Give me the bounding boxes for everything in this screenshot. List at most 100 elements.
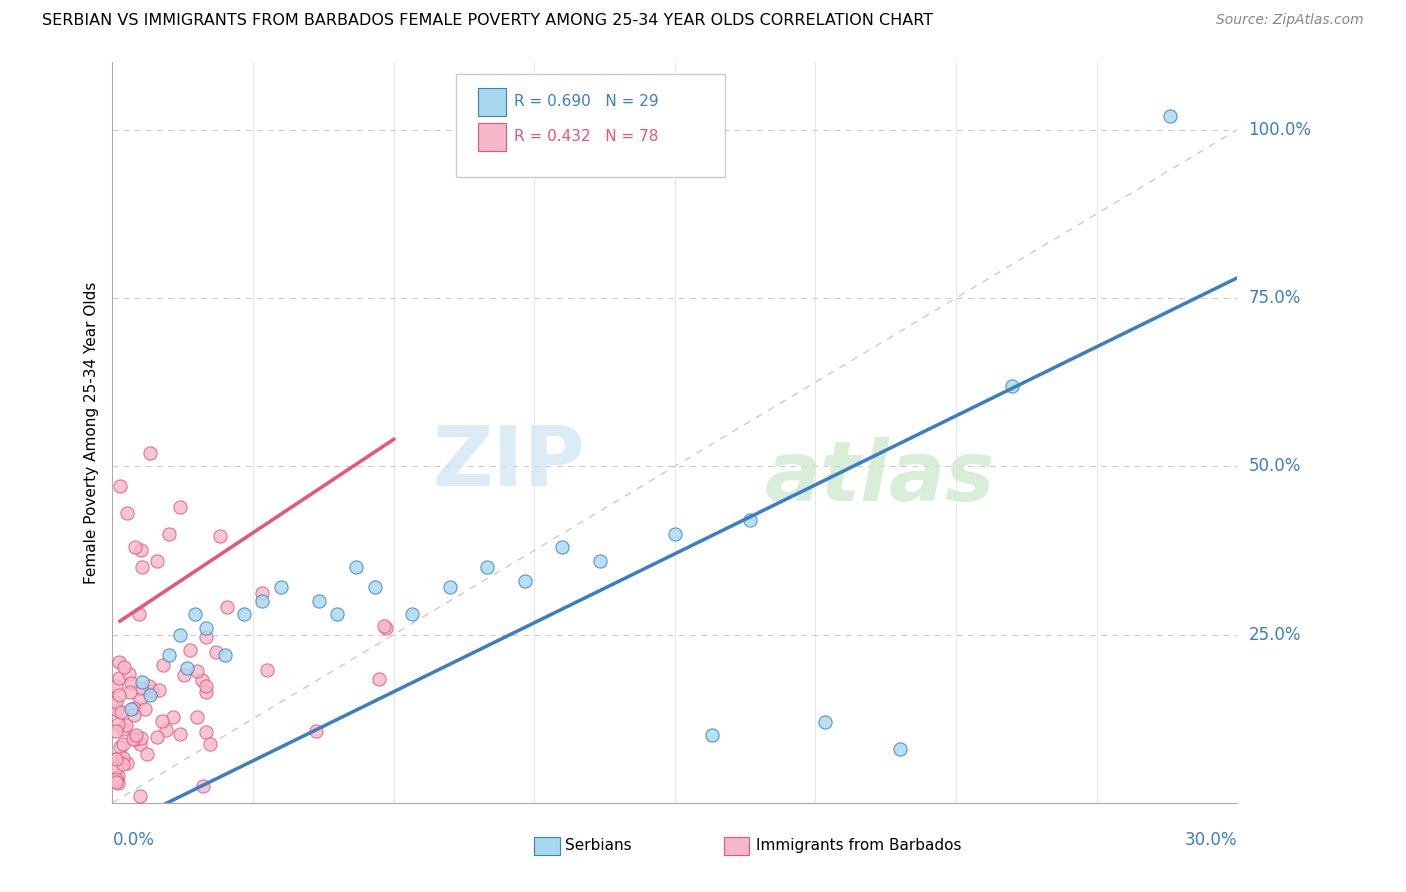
Point [139, 688, 162, 702]
Point [157, 526, 180, 541]
Point [169, 500, 191, 514]
Point [146, 730, 169, 744]
Point [889, 742, 911, 756]
Point [134, 702, 156, 716]
Point [111, 756, 134, 771]
Point [702, 729, 724, 743]
Point [186, 664, 208, 678]
Point [128, 737, 150, 751]
Point [131, 560, 153, 574]
Text: R = 0.432   N = 78: R = 0.432 N = 78 [515, 129, 658, 144]
Point [214, 648, 236, 662]
Point [105, 679, 128, 693]
Text: 25.0%: 25.0% [1249, 625, 1301, 643]
Text: R = 0.690   N = 29: R = 0.690 N = 29 [515, 95, 658, 109]
Point [367, 672, 389, 686]
Text: ZIP: ZIP [433, 422, 585, 503]
Point [138, 679, 160, 693]
Point [439, 581, 461, 595]
Point [120, 675, 142, 690]
Point [107, 750, 129, 764]
Point [169, 727, 191, 741]
Point [107, 769, 129, 783]
Point [118, 667, 141, 681]
Point [152, 657, 174, 672]
Point [139, 446, 162, 460]
Point [176, 661, 198, 675]
Point [195, 621, 218, 635]
Text: 100.0%: 100.0% [1249, 120, 1312, 139]
Point [124, 540, 146, 554]
Point [191, 779, 214, 793]
FancyBboxPatch shape [478, 88, 506, 117]
Point [513, 574, 536, 588]
Point [373, 618, 395, 632]
Point [256, 663, 278, 677]
Text: SERBIAN VS IMMIGRANTS FROM BARBADOS FEMALE POVERTY AMONG 25-34 YEAR OLDS CORRELA: SERBIAN VS IMMIGRANTS FROM BARBADOS FEMA… [42, 13, 934, 29]
Text: 50.0%: 50.0% [1249, 458, 1301, 475]
Point [108, 740, 131, 755]
Point [186, 710, 208, 724]
Point [129, 681, 152, 696]
Point [477, 560, 499, 574]
Text: atlas: atlas [765, 436, 995, 517]
Point [146, 553, 169, 567]
FancyBboxPatch shape [478, 123, 506, 152]
Text: 75.0%: 75.0% [1249, 289, 1301, 307]
Point [179, 642, 201, 657]
Point [105, 703, 128, 717]
Point [169, 627, 191, 641]
Point [205, 645, 228, 659]
Point [122, 701, 145, 715]
Point [664, 526, 686, 541]
Point [141, 683, 163, 698]
Point [401, 607, 423, 622]
Point [111, 751, 134, 765]
Point [344, 560, 367, 574]
Point [110, 705, 132, 719]
Point [195, 725, 218, 739]
Point [308, 594, 330, 608]
Point [108, 655, 131, 669]
Point [375, 621, 398, 635]
Point [128, 789, 150, 803]
Point [136, 747, 159, 761]
Point [118, 685, 141, 699]
Text: 0.0%: 0.0% [112, 830, 155, 848]
Point [157, 648, 180, 662]
Point [150, 714, 173, 729]
FancyBboxPatch shape [456, 73, 725, 178]
Point [108, 479, 131, 493]
Point [105, 775, 128, 789]
Point [107, 688, 129, 702]
Point [1001, 378, 1024, 392]
Point [208, 528, 231, 542]
Point [232, 607, 254, 622]
Point [115, 756, 138, 770]
Point [105, 761, 128, 775]
Point [589, 553, 612, 567]
Point [125, 727, 148, 741]
Point [129, 691, 152, 706]
Point [270, 581, 292, 595]
Text: Source: ZipAtlas.com: Source: ZipAtlas.com [1216, 13, 1364, 28]
Point [364, 581, 387, 595]
Point [148, 682, 170, 697]
Point [252, 594, 274, 608]
Point [162, 709, 184, 723]
Point [128, 607, 150, 622]
Point [155, 723, 177, 738]
Point [250, 585, 273, 599]
Point [198, 737, 221, 751]
Point [124, 731, 146, 746]
Text: Immigrants from Barbados: Immigrants from Barbados [756, 838, 962, 853]
Point [184, 607, 207, 622]
Point [105, 752, 128, 766]
Point [120, 701, 142, 715]
Point [190, 673, 212, 687]
Point [112, 723, 135, 737]
Point [124, 708, 146, 723]
Point [131, 674, 153, 689]
Point [195, 684, 218, 698]
Point [738, 513, 761, 527]
